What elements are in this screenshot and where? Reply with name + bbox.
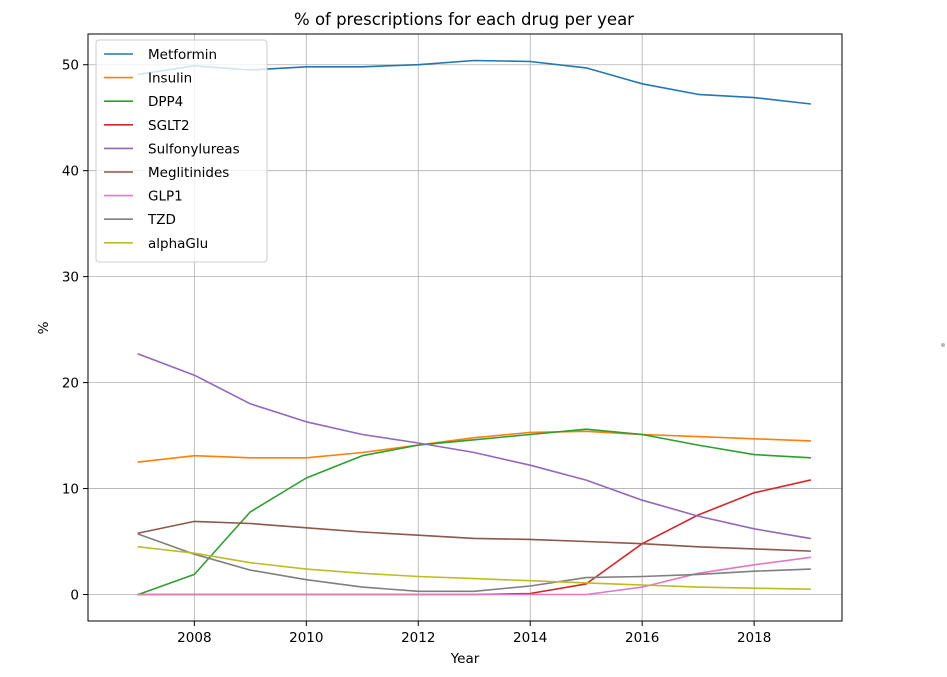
x-axis-label: Year: [450, 651, 480, 667]
y-tick-label: 50: [62, 58, 79, 74]
plot-frame: [87, 33, 843, 622]
x-tick-label: 2018: [737, 630, 771, 646]
legend-label: GLP1: [148, 189, 183, 205]
series-line-glp1: [137, 556, 811, 596]
legend-item-sulfonylureas: Sulfonylureas: [104, 141, 240, 157]
legend-item-tzd: TZD: [104, 212, 176, 228]
legend-label: Metformin: [148, 47, 217, 63]
series-line-sulfonylureas: [137, 352, 812, 540]
legend-frame: [95, 39, 268, 263]
x-tick-label: 2014: [513, 630, 547, 646]
legend-label: TZD: [147, 212, 176, 228]
y-tick-label: 10: [62, 482, 79, 498]
chart-title: % of prescriptions for each drug per yea…: [294, 10, 634, 29]
x-tick-label: 2012: [401, 630, 435, 646]
y-axis-label: %: [36, 321, 52, 334]
series-line-insulin: [137, 430, 811, 463]
x-tick-label: 2010: [289, 630, 323, 646]
x-tick-label: 2008: [177, 630, 211, 646]
y-tick-label: 0: [70, 588, 79, 604]
series-line-alphaglu: [137, 545, 811, 591]
grid: [88, 34, 842, 621]
series-line-dpp4: [137, 428, 811, 596]
legend-item-alphaglu: alphaGlu: [104, 236, 208, 252]
x-tick-label: 2016: [625, 630, 659, 646]
legend-label: alphaGlu: [148, 236, 208, 252]
legend-label: Sulfonylureas: [148, 141, 240, 157]
legend-label: DPP4: [148, 94, 183, 110]
series-line-meglitinides: [137, 520, 811, 552]
y-tick-label: 40: [62, 164, 79, 180]
legend-item-meglitinides: Meglitinides: [104, 165, 229, 181]
legend-item-sglt2: SGLT2: [104, 118, 190, 134]
y-tick-label: 20: [62, 376, 79, 392]
legend-item-metformin: Metformin: [104, 47, 217, 63]
legend: Metformin Insulin DPP4 SGLT2 Sulfonylureas Me…: [95, 39, 268, 263]
y-axis-ticks: 0 10 20 30 40 50: [62, 58, 88, 604]
edge-mark: [941, 343, 945, 347]
legend-entries: Metformin Insulin DPP4 SGLT2 Sulfonylureas Me…: [104, 47, 240, 252]
legend-label: Insulin: [148, 71, 192, 87]
y-tick-label: 30: [62, 270, 79, 286]
legend-label: SGLT2: [148, 118, 190, 134]
legend-label: Meglitinides: [148, 165, 229, 181]
legend-item-dpp4: DPP4: [104, 94, 183, 110]
series-lines: [137, 59, 812, 596]
legend-item-glp1: GLP1: [104, 189, 183, 205]
legend-item-insulin: Insulin: [104, 71, 192, 87]
x-axis-ticks: 2008 2010 2012 2014 2016 2018: [177, 621, 771, 646]
series-line-tzd: [137, 533, 811, 593]
